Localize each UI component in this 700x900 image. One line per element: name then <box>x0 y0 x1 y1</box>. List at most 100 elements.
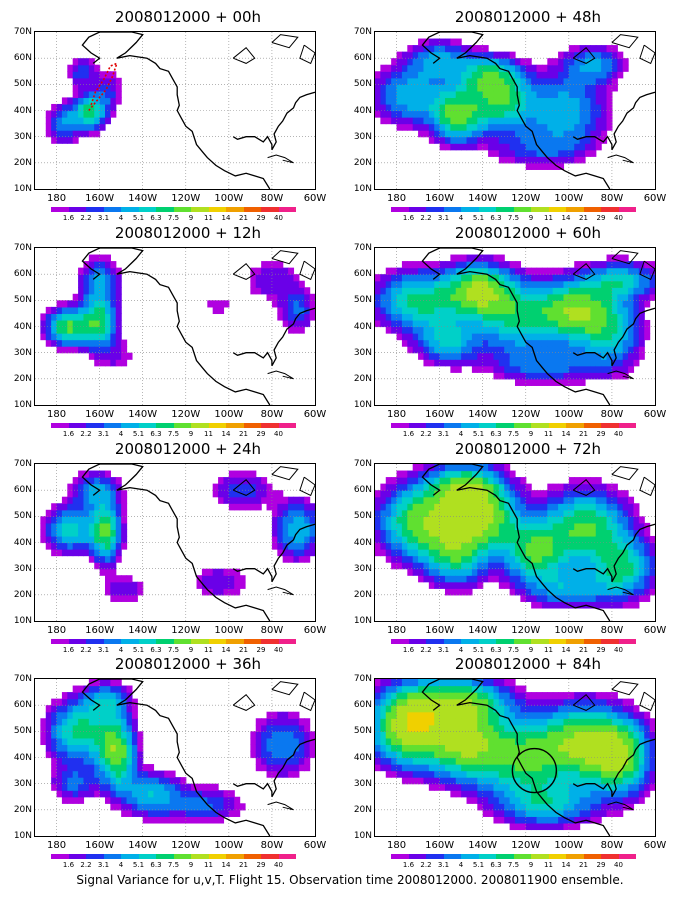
colorbar-segment <box>261 854 279 859</box>
lat-label: 60N <box>13 700 32 711</box>
colorbar-segment <box>548 854 566 859</box>
colorbar-segment <box>496 207 514 212</box>
colorbar-label: 3.1 <box>437 646 450 654</box>
colorbar-label: 9 <box>528 430 534 438</box>
colorbar-segment <box>583 423 601 428</box>
highlight-circle <box>511 747 558 794</box>
lon-label: 120W <box>511 409 541 420</box>
lat-label: 40N <box>13 105 32 116</box>
colorbar-segment <box>548 207 566 212</box>
variance-map <box>34 678 316 837</box>
colorbar-segment <box>513 854 531 859</box>
colorbar-label: 6.3 <box>150 430 162 438</box>
lon-label: 160W <box>425 409 455 420</box>
colorbar-label: 29 <box>596 430 606 438</box>
lat-label: 40N <box>353 537 372 548</box>
colorbar-label: 4 <box>118 214 124 222</box>
map-frame <box>374 247 656 406</box>
lat-label: 70N <box>353 27 372 37</box>
colorbar-label: 7.5 <box>507 214 520 222</box>
lat-label: 20N <box>353 804 372 815</box>
colorbar-segment <box>461 854 479 859</box>
gridlines <box>35 32 315 189</box>
colorbar-segment <box>566 639 584 644</box>
colorbar-segment <box>583 854 601 859</box>
lat-label: 60N <box>13 269 32 280</box>
lon-label: 140W <box>128 409 158 420</box>
colorbar-segment <box>566 854 584 859</box>
lon-label: 140W <box>128 625 158 636</box>
lon-label: 140W <box>468 193 498 204</box>
lat-label: 10N <box>13 616 32 626</box>
lat-label: 40N <box>13 537 32 548</box>
lat-label: 50N <box>13 295 32 306</box>
colorbar-segment <box>173 207 191 212</box>
colorbar-segment <box>443 207 461 212</box>
colorbar-segment <box>426 854 444 859</box>
colorbar-segment <box>156 854 174 859</box>
lon-label: 60W <box>303 625 327 636</box>
colorbar-segment <box>243 423 261 428</box>
colorbar-label: 9 <box>528 861 534 869</box>
colorbar-segment <box>391 854 409 859</box>
colorbar-segment <box>531 423 549 428</box>
colorbar-label: 11 <box>204 861 213 869</box>
lat-label: 40N <box>353 321 372 332</box>
lon-label: 100W <box>214 625 244 636</box>
lon-label: 120W <box>171 409 201 420</box>
lon-label: 100W <box>554 193 584 204</box>
colorbar-segment <box>138 207 156 212</box>
lat-label: 40N <box>13 752 32 763</box>
lon-label: 120W <box>511 840 541 851</box>
colorbar-label: 6.3 <box>150 646 162 654</box>
gridlines <box>35 248 315 405</box>
colorbar-segment <box>278 423 296 428</box>
map-frame <box>34 463 316 622</box>
colorbar-segment <box>121 854 139 859</box>
lon-label: 180 <box>46 840 67 851</box>
lat-label: 20N <box>353 157 372 168</box>
colorbar-label: 14 <box>221 861 231 869</box>
colorbar-label: 6.3 <box>490 861 502 869</box>
lat-label: 30N <box>13 347 32 358</box>
map-panel-36h: 2008012000 + 36h 70N 60N 50N 40N 30N 20N 10N 180… <box>14 655 358 873</box>
colorbar-label: 40 <box>614 646 623 654</box>
colorbar-label: 21 <box>239 430 248 438</box>
lon-label: 120W <box>171 840 201 851</box>
lon-label: 100W <box>554 409 584 420</box>
colorbar-label: 2.2 <box>420 214 432 222</box>
colorbar-segment <box>461 639 479 644</box>
colorbar-label: 40 <box>274 861 283 869</box>
colorbar-segment <box>173 639 191 644</box>
colorbar-segment <box>513 207 531 212</box>
colorbar-segment <box>426 423 444 428</box>
colorbar-segment <box>191 854 209 859</box>
colorbar-label: 40 <box>274 214 283 222</box>
colorbar-segment <box>138 854 156 859</box>
colorbar-label: 2.2 <box>420 861 432 869</box>
colorbar-segment <box>601 639 619 644</box>
colorbar-segment <box>261 207 279 212</box>
colorbar-label: 21 <box>239 214 248 222</box>
colorbar <box>51 423 296 428</box>
lat-label: 50N <box>353 726 372 737</box>
colorbar-label: 2.2 <box>420 430 432 438</box>
lat-label: 10N <box>13 400 32 410</box>
colorbar-segment <box>191 639 209 644</box>
lon-label: 100W <box>214 840 244 851</box>
colorbar-label: 11 <box>204 646 213 654</box>
colorbar-label: 1.6 <box>402 214 415 222</box>
colorbar-segment <box>618 639 636 644</box>
map-panel-60h: 2008012000 + 60h 70N 60N 50N 40N 30N 20N 10N 180… <box>354 224 698 442</box>
panel-title: 2008012000 + 36h <box>114 655 262 673</box>
lon-label: 80W <box>600 840 624 851</box>
colorbar-label: 40 <box>614 214 623 222</box>
lat-label: 30N <box>353 131 372 142</box>
colorbar-segment <box>461 207 479 212</box>
colorbar-segment <box>478 854 496 859</box>
colorbar-label: 9 <box>188 214 194 222</box>
variance-map <box>374 463 656 622</box>
colorbar-label: 4 <box>458 861 464 869</box>
lat-label: 70N <box>13 27 32 37</box>
colorbar-segment <box>226 639 244 644</box>
